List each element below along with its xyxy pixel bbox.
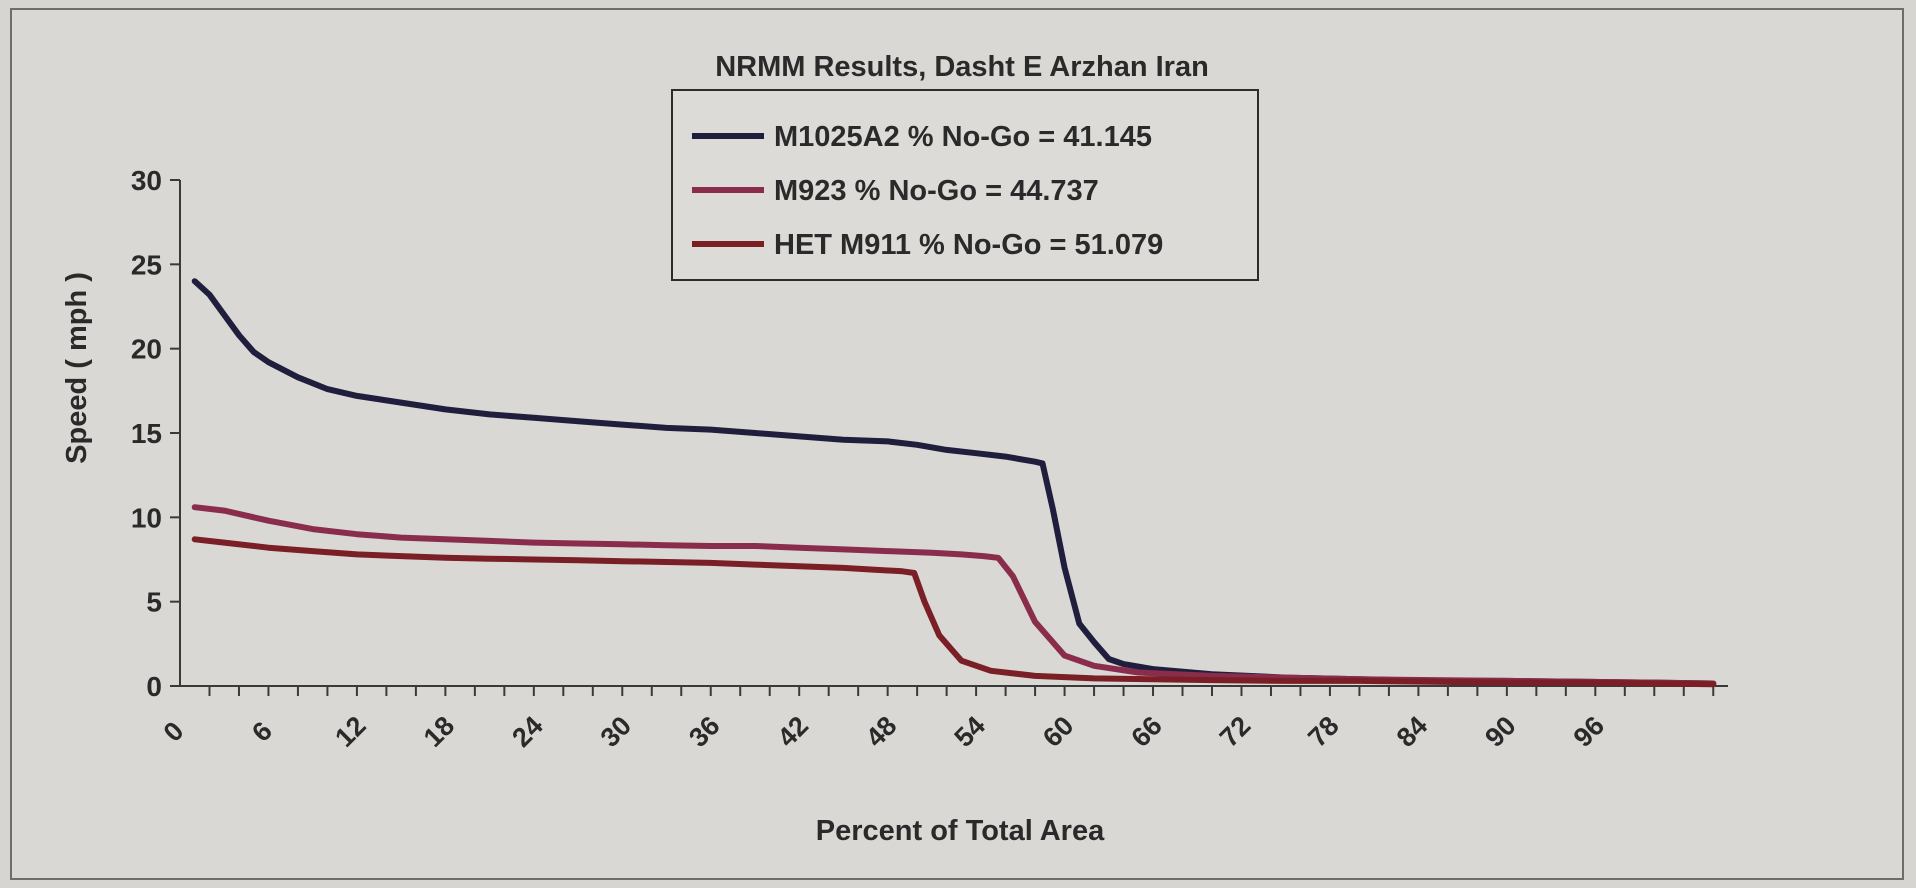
x-tick-label-18: 18 bbox=[418, 710, 460, 752]
y-tick-label-30: 30 bbox=[131, 165, 162, 196]
x-tick-label-72: 72 bbox=[1214, 710, 1256, 752]
y-tick-label-5: 5 bbox=[146, 587, 162, 618]
legend-box bbox=[671, 89, 1259, 281]
y-tick-label-20: 20 bbox=[131, 334, 162, 365]
x-tick-label-42: 42 bbox=[772, 710, 814, 752]
y-tick-label-0: 0 bbox=[146, 671, 162, 702]
chart-title: NRMM Results, Dasht E Arzhan Iran bbox=[715, 51, 1209, 83]
series-line-2 bbox=[191, 504, 1717, 687]
legend: M1025A2 % No-Go = 41.145 M923 % No-Go = 4… bbox=[671, 89, 1259, 281]
y-tick-label-10: 10 bbox=[131, 502, 162, 533]
x-tick-label-48: 48 bbox=[860, 710, 902, 752]
x-tick-label-78: 78 bbox=[1302, 710, 1344, 752]
line-chart: NRMM Results, Dasht E Arzhan Iran M1025A… bbox=[61, 51, 1728, 847]
x-tick-label-30: 30 bbox=[595, 710, 637, 752]
series-layer bbox=[191, 278, 1717, 688]
y-tick-label-25: 25 bbox=[131, 249, 162, 280]
legend-label-2: M923 % No-Go = 44.737 bbox=[774, 175, 1099, 207]
x-tick-label-24: 24 bbox=[506, 710, 548, 752]
series-line-3 bbox=[191, 536, 1717, 688]
x-tick-label-90: 90 bbox=[1479, 710, 1521, 752]
x-tick-label-54: 54 bbox=[949, 710, 991, 752]
x-axis-title: Percent of Total Area bbox=[816, 815, 1105, 847]
chart-frame: NRMM Results, Dasht E Arzhan Iran M1025A… bbox=[10, 8, 1904, 880]
x-tick-label-66: 66 bbox=[1125, 710, 1167, 752]
series-line-1 bbox=[191, 278, 1717, 687]
x-tick-label-36: 36 bbox=[683, 710, 725, 752]
x-tick-label-84: 84 bbox=[1391, 710, 1433, 752]
x-tick-label-12: 12 bbox=[329, 710, 371, 752]
x-tick-label-96: 96 bbox=[1568, 710, 1610, 752]
legend-label-1: M1025A2 % No-Go = 41.145 bbox=[774, 121, 1152, 153]
y-axis-title: Speed ( mph ) bbox=[61, 272, 93, 464]
legend-label-3: HET M911 % No-Go = 51.079 bbox=[774, 229, 1163, 261]
y-tick-label-15: 15 bbox=[131, 418, 162, 449]
x-tick-label-60: 60 bbox=[1037, 710, 1079, 752]
x-tick-label-0: 0 bbox=[158, 716, 190, 748]
x-tick-label-6: 6 bbox=[246, 716, 278, 748]
